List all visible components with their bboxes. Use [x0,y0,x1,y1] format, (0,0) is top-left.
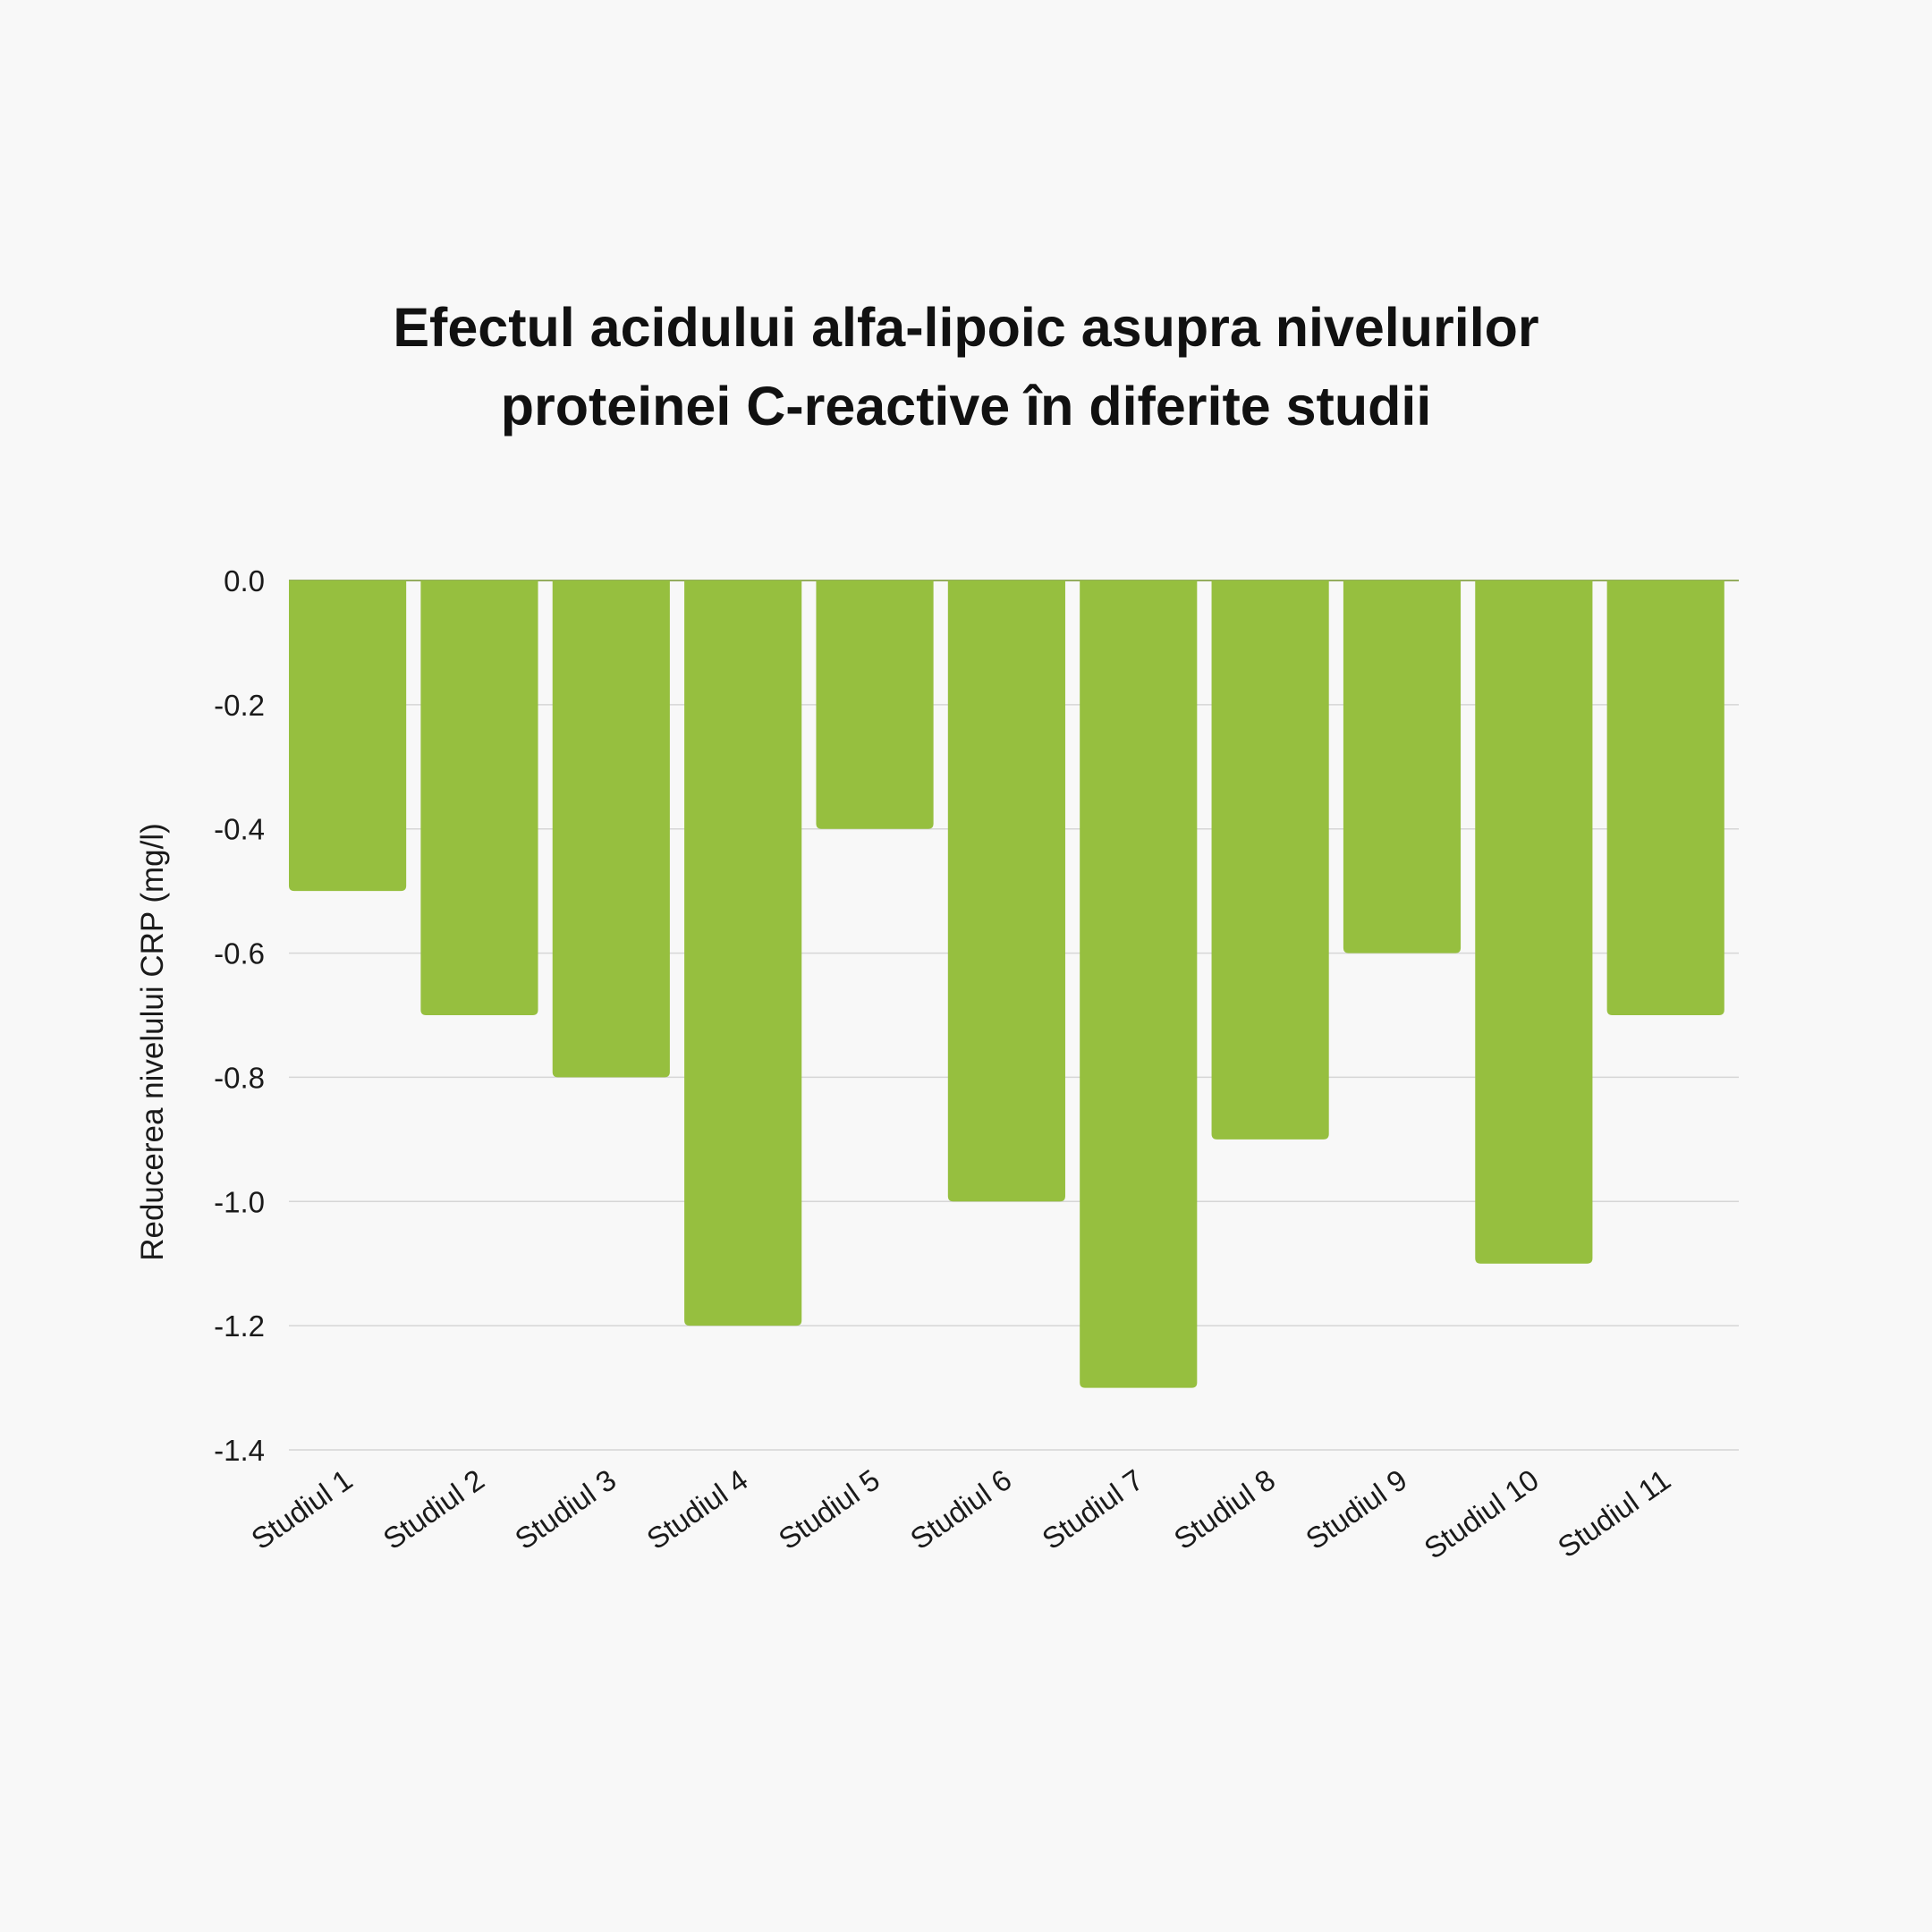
chart-title: Efectul acidului alfa-lipoic asupra nive… [250,288,1682,445]
bar-9 [1343,580,1462,953]
bar-6 [947,580,1065,1202]
bar-8 [1211,580,1329,1140]
x-tick-label: Studiul 2 [377,1462,490,1555]
y-tick-label: -0.6 [214,937,265,970]
x-tick-label: Studiul 5 [773,1462,886,1555]
chart-title-line-2: proteinei C-reactive în diferite studii [500,376,1432,436]
x-tick-label: Studiul 11 [1552,1462,1676,1563]
chart-title-line-1: Efectul acidului alfa-lipoic asupra nive… [393,297,1539,358]
x-tick-label: Studiul 3 [509,1462,622,1555]
y-tick-label: -1.4 [214,1434,265,1467]
bar-4 [684,580,802,1326]
y-tick-label: 0.0 [224,564,265,597]
y-axis-ticks: 0.0 -0.2 -0.4 -0.6 -0.8 -1.0 -1.2 -1.4 [214,564,265,1467]
bar-2 [420,580,538,1015]
y-tick-label: -0.4 [214,813,265,846]
bar-3 [552,580,670,1078]
bar-1 [289,580,407,892]
bar-7 [1080,580,1198,1388]
x-axis-ticks: Studiul 1 Studiul 2 Studiul 3 Studiul 4 Stud… [245,1462,1676,1564]
x-tick-label: Studiul 6 [904,1462,1017,1555]
y-tick-label: -0.8 [214,1061,265,1094]
x-tick-label: Studiul 10 [1418,1462,1544,1564]
bars [289,580,1724,1388]
y-tick-label: -0.2 [214,689,265,722]
bar-10 [1475,580,1593,1264]
y-tick-label: -1.2 [214,1309,265,1343]
x-tick-label: Studiul 1 [245,1462,358,1555]
y-tick-label: -1.0 [214,1185,265,1218]
x-tick-label: Studiul 7 [1036,1462,1148,1555]
x-tick-label: Studiul 4 [640,1462,753,1555]
x-tick-label: Studiul 9 [1300,1462,1412,1555]
y-axis-title: Reducerea nivelului CRP (mg/l) [135,823,170,1261]
bar-5 [816,580,934,829]
x-tick-label: Studiul 8 [1168,1462,1281,1555]
bar-11 [1606,580,1724,1015]
